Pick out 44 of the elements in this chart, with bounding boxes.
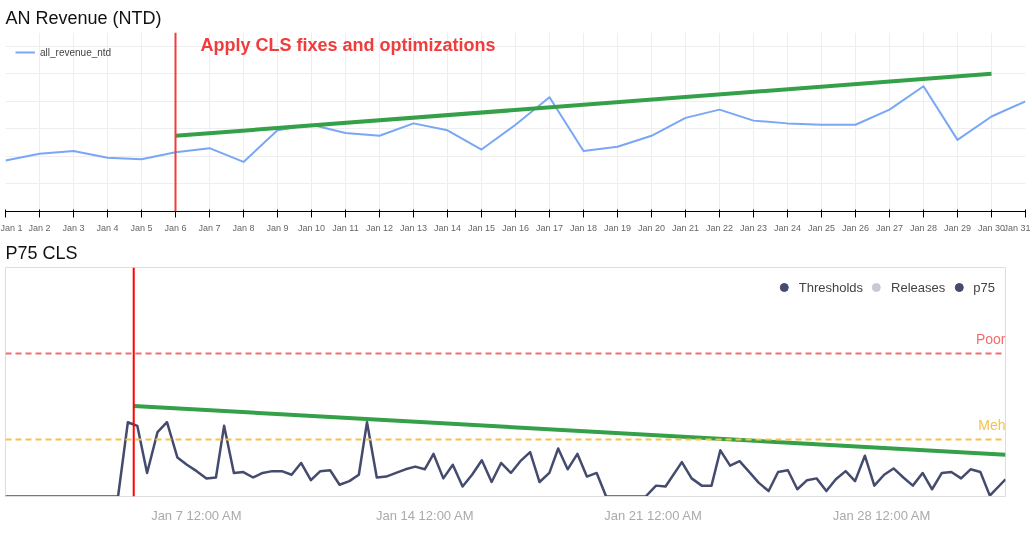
- x-tick-label: Jan 22: [705, 222, 734, 233]
- x-tick-label: Jan 5: [130, 222, 153, 233]
- x-tick-label: Jan 14: [433, 222, 462, 233]
- ref-line-label: Poor: [975, 331, 1006, 348]
- x-tick-label: Jan 21: [671, 222, 700, 233]
- x-tick-label: Jan 1: [0, 222, 23, 233]
- x-tick-label: Jan 24: [773, 222, 802, 233]
- x-tick-label: Jan 14 12:00 AM: [375, 507, 474, 523]
- legend-label: Thresholds: [798, 279, 864, 295]
- x-tick-label: Jan 2: [28, 222, 51, 233]
- x-tick-label: Jan 12: [365, 222, 394, 233]
- legend-label: p75: [973, 279, 995, 295]
- x-tick-label: Jan 20: [637, 222, 666, 233]
- x-tick-label: Jan 29: [943, 222, 972, 233]
- x-tick-label: Jan 28: [909, 222, 938, 233]
- x-tick-label: Jan 10: [297, 222, 326, 233]
- ref-line-label: Meh: [978, 417, 1006, 434]
- x-tick-label: Jan 25: [807, 222, 836, 233]
- x-tick-label: Jan 7: [198, 222, 221, 233]
- x-tick-label: Jan 11: [332, 222, 359, 233]
- x-tick-label: Jan 18: [569, 222, 598, 233]
- x-tick-label: Jan 15: [467, 222, 496, 233]
- x-tick-label: Jan 21 12:00 AM: [604, 507, 702, 523]
- x-tick-label: Jan 28 12:00 AM: [832, 507, 931, 523]
- legend-label: all_revenue_ntd: [40, 46, 112, 58]
- ref-line-label: Apply CLS fixes and optimizations: [200, 34, 496, 55]
- x-tick-label: Jan 31: [1003, 222, 1031, 233]
- x-tick-label: Jan 16: [501, 222, 530, 233]
- x-tick-label: Jan 19: [603, 222, 632, 233]
- x-tick-label: Jan 17: [535, 222, 564, 233]
- x-tick-label: Jan 26: [841, 222, 870, 233]
- x-tick-label: Jan 30: [977, 222, 1006, 233]
- chart-title: P75 CLS: [5, 242, 78, 263]
- x-tick-label: Jan 9: [266, 222, 289, 233]
- x-tick-label: Jan 6: [164, 222, 187, 233]
- x-tick-label: Jan 8: [232, 222, 255, 233]
- x-tick-label: Jan 3: [62, 222, 85, 233]
- x-tick-label: Jan 23: [739, 222, 768, 233]
- chart-title: AN Revenue (NTD): [5, 7, 162, 28]
- x-tick-label: Jan 7 12:00 AM: [151, 507, 242, 523]
- x-tick-label: Jan 27: [875, 222, 904, 233]
- x-tick-label: Jan 13: [399, 222, 428, 233]
- legend-label: Releases: [891, 279, 946, 295]
- x-tick-label: Jan 4: [96, 222, 119, 233]
